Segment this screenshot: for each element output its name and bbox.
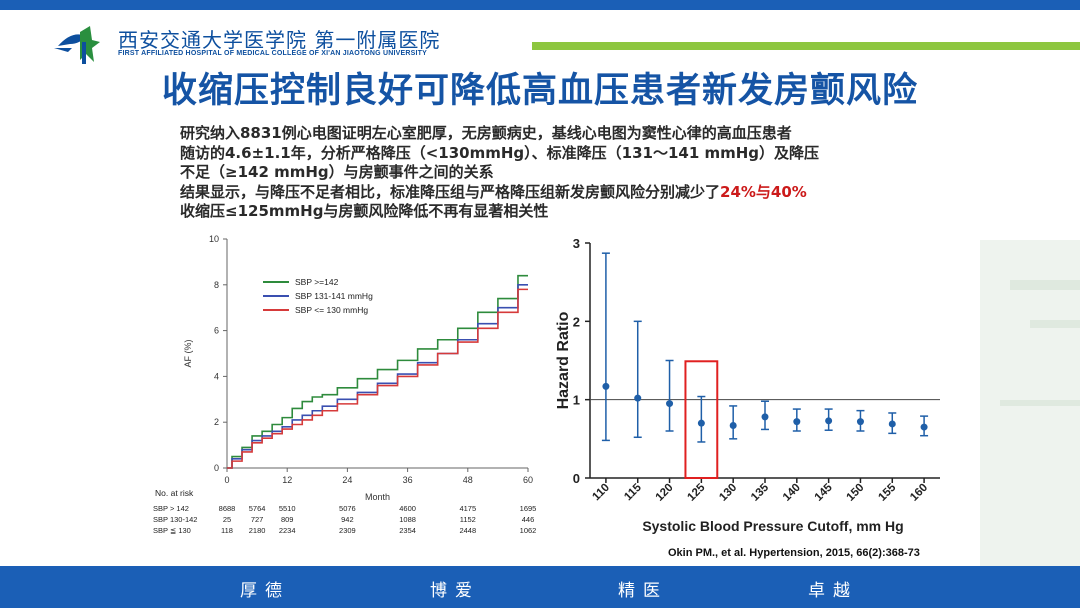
x-axis-label: Month bbox=[365, 492, 390, 502]
risk-cell-0-2: 5510 bbox=[279, 504, 296, 513]
body-line-5: 收缩压≤125mmHg与房颤风险降低不再有显著相关性 bbox=[180, 202, 549, 220]
point-150 bbox=[856, 418, 864, 426]
y-tick-label-2: 4 bbox=[214, 371, 219, 381]
risk-cell-2-2: 2234 bbox=[279, 526, 296, 535]
y-tick-label-0: 0 bbox=[214, 463, 219, 473]
body-text: 研究纳入8831例心电图证明左心室肥厚，无房颤病史，基线心电图为窦性心律的高血压… bbox=[180, 124, 940, 222]
x-tick-label-110: 110 bbox=[590, 482, 612, 504]
legend-label-2: SBP <= 130 mmHg bbox=[295, 305, 368, 315]
point-120 bbox=[666, 400, 674, 408]
point-110 bbox=[602, 382, 610, 390]
risk-cell-0-0: 8688 bbox=[219, 504, 236, 513]
x-tick-label-4: 48 bbox=[463, 475, 473, 485]
legend-label-1: SBP 131-141 mmHg bbox=[295, 291, 373, 301]
body-line-1: 研究纳入8831例心电图证明左心室肥厚，无房颤病史，基线心电图为窦性心律的高血压… bbox=[180, 124, 792, 142]
x-tick-label-2: 24 bbox=[342, 475, 352, 485]
point-115 bbox=[634, 394, 642, 402]
x-tick-label-125: 125 bbox=[685, 481, 707, 503]
y-axis-label: Hazard Ratio bbox=[555, 311, 572, 409]
risk-row-label-2: SBP ≦ 130 bbox=[153, 526, 191, 535]
risk-row-label-0: SBP > 142 bbox=[153, 504, 189, 513]
hospital-logo-icon bbox=[54, 26, 100, 64]
risk-cell-2-6: 1062 bbox=[520, 526, 537, 535]
footer-item-2: 博爱 bbox=[430, 581, 480, 601]
y-tick-label-1: 1 bbox=[573, 393, 580, 408]
risk-cell-2-4: 2354 bbox=[399, 526, 416, 535]
x-tick-label-115: 115 bbox=[622, 481, 644, 503]
point-130 bbox=[729, 422, 737, 430]
y-tick-label-4: 8 bbox=[214, 280, 219, 290]
x-tick-label-145: 145 bbox=[813, 481, 835, 503]
citation: Okin PM., et al. Hypertension, 2015, 66(… bbox=[668, 547, 920, 559]
risk-cell-0-1: 5764 bbox=[249, 504, 266, 513]
page-title: 收缩压控制良好可降低高血压患者新发房颤风险 bbox=[161, 71, 918, 111]
x-tick-label-150: 150 bbox=[845, 482, 867, 504]
hospital-name-en: FIRST AFFILIATED HOSPITAL OF MEDICAL COL… bbox=[118, 50, 427, 57]
risk-cell-0-6: 1695 bbox=[520, 504, 537, 513]
risk-cell-0-3: 5076 bbox=[339, 504, 356, 513]
risk-cell-1-4: 1088 bbox=[399, 515, 416, 524]
series-line-0 bbox=[227, 274, 528, 469]
x-tick-label-1: 12 bbox=[282, 475, 292, 485]
x-tick-label-120: 120 bbox=[654, 482, 676, 504]
top-bar-accent bbox=[0, 10, 1080, 13]
footer-bar: 厚德 博爱 精医 卓越 bbox=[0, 566, 1080, 608]
hazard-ratio-forest-chart: 0 1 2 3 Hazard Ratio 110 115 120 125 130 135 140 145… bbox=[555, 236, 940, 534]
y-tick-label-3: 3 bbox=[573, 236, 580, 251]
x-tick-label-155: 155 bbox=[876, 481, 898, 503]
risk-cell-2-1: 2180 bbox=[249, 526, 266, 535]
y-tick-label-1: 2 bbox=[214, 417, 219, 427]
risk-cell-1-3: 942 bbox=[341, 515, 354, 524]
point-155 bbox=[888, 420, 896, 428]
body-line-4-highlight: 24%与40% bbox=[720, 182, 807, 201]
risk-cell-1-6: 446 bbox=[522, 515, 535, 524]
risk-cell-2-0: 118 bbox=[221, 526, 233, 535]
footer-item-1: 厚德 bbox=[240, 581, 290, 601]
risk-cell-1-2: 809 bbox=[281, 515, 294, 524]
x-tick-label-135: 135 bbox=[749, 481, 771, 503]
point-125 bbox=[697, 419, 705, 427]
point-140 bbox=[793, 418, 801, 426]
risk-cell-0-4: 4600 bbox=[399, 504, 416, 513]
y-tick-label-2: 2 bbox=[573, 314, 580, 329]
x-tick-label-5: 60 bbox=[523, 475, 533, 485]
body-line-2: 随访的4.6±1.1年，分析严格降压（<130mmHg）、标准降压（131～14… bbox=[180, 143, 820, 162]
risk-cell-0-5: 4175 bbox=[459, 504, 476, 513]
body-line-4: 结果显示，与降压不足者相比，标准降压组与严格降压组新发房颤风险分别减少了24%与… bbox=[180, 183, 940, 203]
x-tick-label-160: 160 bbox=[908, 482, 930, 504]
top-bar bbox=[0, 0, 1080, 10]
highlight-box-125 bbox=[684, 360, 719, 480]
y-axis-label: AF (%) bbox=[183, 339, 193, 367]
risk-cell-1-1: 727 bbox=[251, 515, 264, 524]
hospital-name-cn: 西安交通大学医学院 第一附属医院 bbox=[118, 28, 441, 52]
x-axis-label: Systolic Blood Pressure Cutoff, mm Hg bbox=[642, 518, 903, 534]
y-tick-label-0: 0 bbox=[573, 471, 580, 486]
risk-cell-2-5: 2448 bbox=[459, 526, 476, 535]
point-135 bbox=[761, 413, 769, 421]
y-tick-label-3: 6 bbox=[214, 326, 219, 336]
header-green-rule bbox=[532, 42, 1080, 50]
body-line-4-prefix: 结果显示，与降压不足者相比，标准降压组与严格降压组新发房颤风险分别减少了 bbox=[180, 182, 721, 201]
series-line-2 bbox=[227, 288, 528, 469]
risk-table-title: No. at risk bbox=[155, 488, 194, 498]
point-160 bbox=[920, 423, 928, 431]
risk-row-label-1: SBP 130-142 bbox=[153, 515, 197, 524]
body-line-3: 不足（≥142 mmHg）与房颤事件之间的关系 bbox=[180, 163, 494, 181]
risk-cell-1-5: 1152 bbox=[460, 515, 476, 524]
x-tick-label-3: 36 bbox=[403, 475, 413, 485]
legend-label-0: SBP >=142 bbox=[295, 277, 339, 287]
risk-cell-2-3: 2309 bbox=[339, 526, 356, 535]
decorative-background-graphic bbox=[980, 240, 1080, 566]
footer-item-4: 卓越 bbox=[808, 581, 858, 601]
footer-item-3: 精医 bbox=[618, 581, 668, 601]
y-tick-label-5: 10 bbox=[209, 234, 219, 244]
x-tick-label-130: 130 bbox=[717, 482, 739, 504]
x-tick-label-140: 140 bbox=[781, 482, 803, 504]
risk-cell-1-0: 25 bbox=[223, 515, 231, 524]
x-tick-label-0: 0 bbox=[224, 475, 229, 485]
point-145 bbox=[825, 417, 833, 425]
